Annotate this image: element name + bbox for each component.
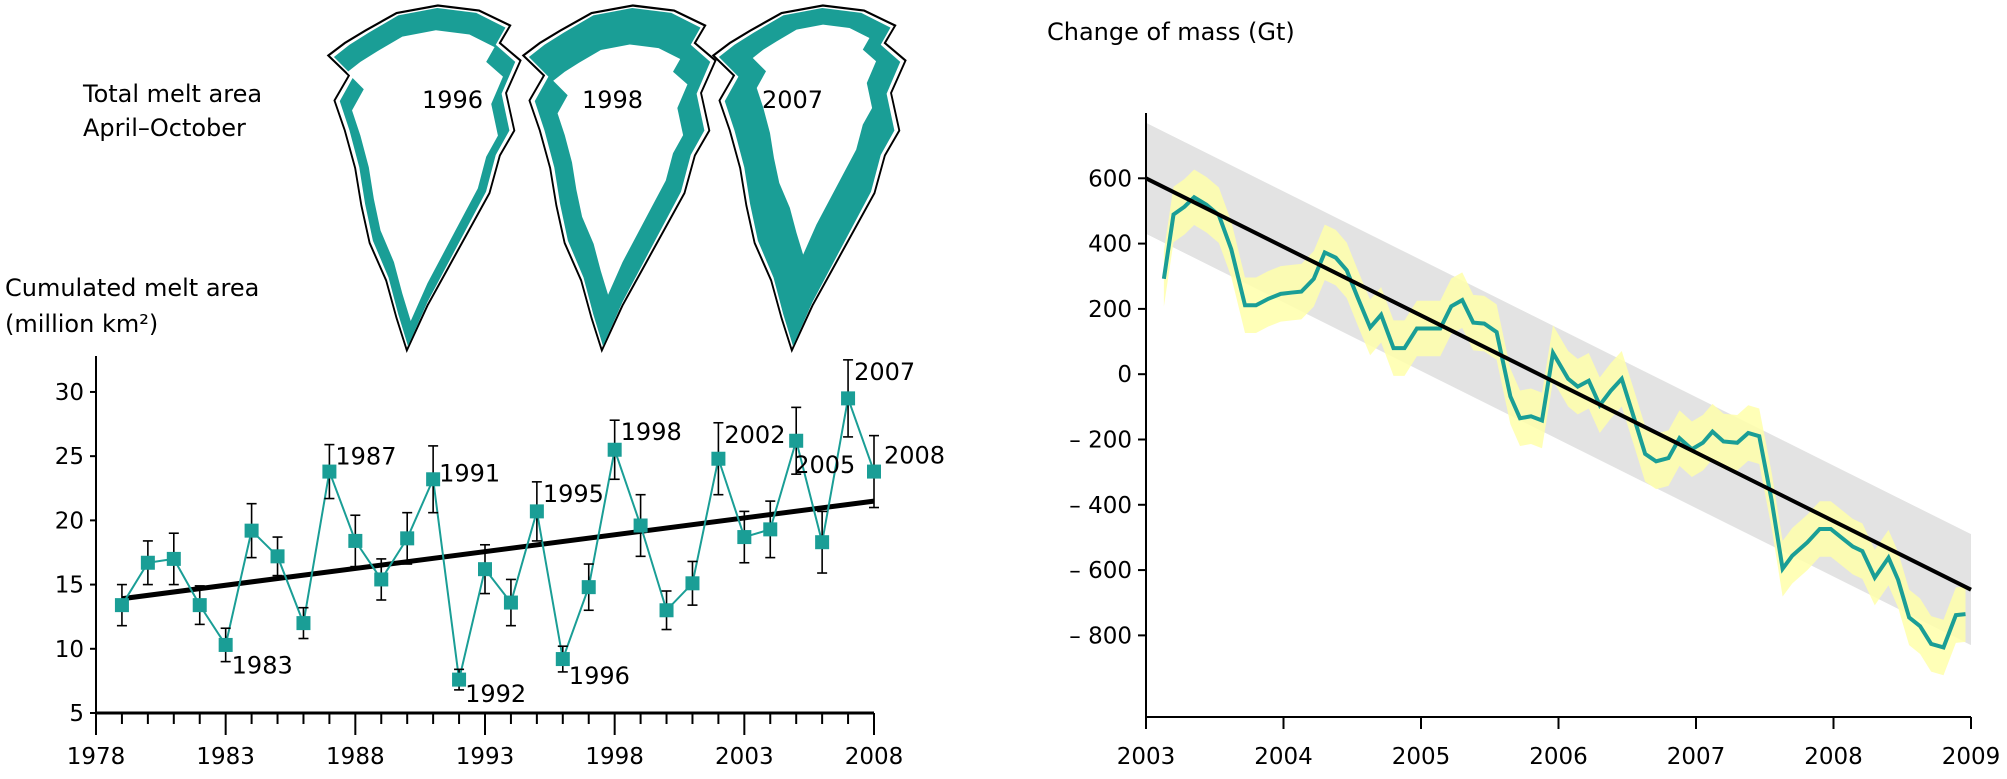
x-tick-label: 1993 (456, 744, 515, 770)
year-annotation: 1983 (232, 652, 293, 680)
data-point (607, 442, 622, 457)
y-tick-label: 200 (1088, 297, 1132, 323)
x-tick-label: 1983 (196, 744, 255, 770)
ice-sheet-interior (347, 30, 503, 322)
data-point (581, 580, 596, 595)
data-point (789, 433, 804, 448)
greenland-map-1998 (521, 4, 717, 354)
data-point (503, 595, 518, 610)
y-tick-label: 0 (1117, 362, 1132, 388)
data-point (270, 549, 285, 564)
coastline (711, 4, 907, 354)
right-ylabel: Change of mass (Gt) (1047, 18, 1295, 46)
map-year-label: 1996 (422, 86, 483, 114)
data-point (140, 555, 155, 570)
x-tick-label: 1978 (67, 744, 126, 770)
x-tick-label: 2006 (1529, 744, 1588, 770)
data-point (633, 518, 648, 533)
data-point (555, 652, 570, 667)
year-annotation: 1992 (465, 680, 526, 708)
data-point (685, 576, 700, 591)
data-point (763, 522, 778, 537)
data-point (711, 451, 726, 466)
year-annotation: 1996 (569, 662, 630, 690)
data-point (737, 530, 752, 545)
map-year-label: 2007 (762, 86, 823, 114)
data-point (192, 598, 207, 613)
y-tick-label: 600 (1088, 166, 1132, 192)
year-annotation: 2002 (724, 421, 785, 449)
ice-sheet-interior (752, 24, 877, 255)
data-point (296, 616, 311, 631)
data-point (659, 603, 674, 618)
y-tick-label: – 800 (1069, 623, 1132, 649)
data-point (166, 551, 181, 566)
y-tick-label: 25 (55, 444, 84, 470)
coastline (521, 4, 717, 354)
y-tick-label: – 400 (1069, 493, 1132, 519)
trend-line (1145, 176, 1972, 592)
y-tick-label: 30 (55, 380, 84, 406)
data-point (348, 533, 363, 548)
y-tick-label: 400 (1088, 232, 1132, 258)
year-annotation: 1991 (439, 459, 500, 487)
year-annotation: 2005 (794, 451, 855, 479)
y-tick-label: 20 (55, 508, 84, 534)
trend-line (121, 498, 875, 602)
data-point (426, 472, 441, 487)
x-tick-label: 2007 (1667, 744, 1726, 770)
data-point (400, 531, 415, 546)
data-point (218, 637, 233, 652)
year-annotation: 2008 (884, 442, 945, 470)
data-point (841, 391, 856, 406)
y-tick-label: – 600 (1069, 558, 1132, 584)
maps-title-line1: Total melt area (82, 80, 262, 108)
y-tick-label: 15 (55, 573, 84, 599)
ice-sheet-interior (553, 44, 688, 295)
year-annotation: 1987 (335, 443, 396, 471)
left-ylabel-line2: (million km²) (5, 310, 158, 338)
melt-area-chart: 5 10 15 20 25 30 1978 1983 1988 1993 1998 2003 2008 1… (55, 356, 945, 770)
mass-change-chart: 600 400 200 0 – 200 – 400 – 600 – 800 2003 2004 20… (1069, 113, 2000, 770)
x-tick-label: 2009 (1942, 744, 2001, 770)
data-point (452, 672, 467, 687)
x-tick-label: 2008 (845, 744, 904, 770)
year-annotation: 1995 (543, 480, 604, 508)
year-annotation: 1998 (621, 418, 682, 446)
maps-title-line2: April–October (83, 114, 246, 142)
left-ylabel-line1: Cumulated melt area (5, 274, 259, 302)
data-point (867, 464, 881, 479)
data-point (322, 464, 337, 479)
greenland-map-1996 (326, 4, 522, 354)
greenland-melt-maps: 1996 1998 2007 (326, 4, 907, 354)
x-tick-label: 1988 (326, 744, 385, 770)
uncertainty-band (1163, 169, 1966, 676)
x-tick-label: 2004 (1254, 744, 1313, 770)
data-point (478, 562, 492, 577)
data-point (529, 504, 544, 519)
y-tick-label: 5 (69, 701, 84, 727)
x-tick-label: 2003 (1117, 744, 1176, 770)
x-tick-label: 2008 (1804, 744, 1863, 770)
x-tick-label: 2003 (715, 744, 774, 770)
mass-change-series-line (1161, 194, 1966, 650)
data-point (815, 535, 830, 550)
data-point (114, 598, 129, 613)
y-tick-label: 10 (55, 637, 84, 663)
greenland-map-2007 (711, 4, 907, 354)
y-tick-label: – 200 (1069, 427, 1132, 453)
x-tick-label: 1998 (585, 744, 644, 770)
coastline (326, 4, 522, 354)
data-point (244, 523, 259, 538)
map-year-label: 1998 (582, 86, 643, 114)
x-tick-label: 2005 (1392, 744, 1451, 770)
year-annotation: 2007 (854, 358, 915, 386)
data-point (374, 572, 389, 587)
